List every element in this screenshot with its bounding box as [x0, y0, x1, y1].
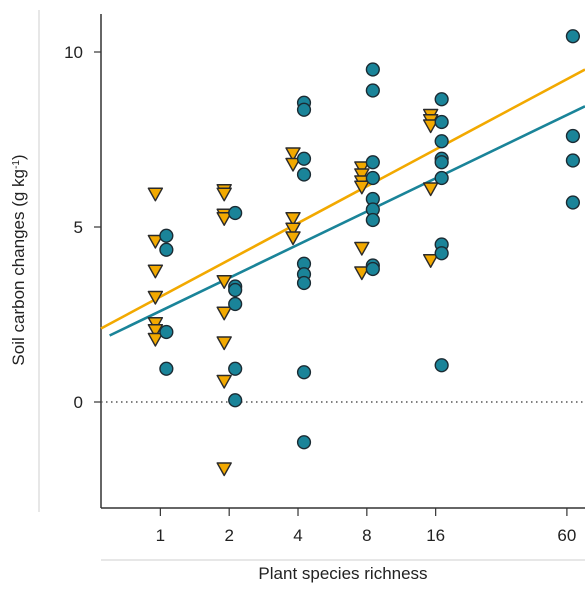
data-point-circle	[365, 83, 380, 98]
data-point-circle	[365, 170, 380, 186]
y-tick-label: 0	[74, 393, 83, 412]
y-tick-label: 10	[64, 43, 83, 62]
data-point-triangle	[216, 306, 232, 321]
data-point-circle	[228, 296, 243, 312]
data-point-triangle	[216, 212, 232, 226]
data-point-triangle	[147, 317, 164, 331]
data-point-triangle	[147, 290, 164, 305]
data-point-triangle	[216, 336, 232, 351]
data-point-circle	[565, 29, 580, 44]
x-tick-label: 60	[557, 526, 576, 545]
trend-line-yellow	[100, 68, 585, 330]
data-point-triangle	[422, 119, 439, 134]
x-tick-label: 1	[156, 526, 165, 545]
data-point-circle	[296, 151, 312, 166]
y-axis-title: Soil carbon changes (g kg-1)	[9, 154, 28, 365]
data-point-triangle	[216, 374, 232, 389]
data-point-circle	[565, 195, 580, 210]
data-point-triangle	[354, 266, 370, 281]
data-point-circle	[296, 365, 312, 380]
data-point-circle	[365, 261, 380, 277]
data-point-triangle	[285, 212, 301, 226]
data-point-circle	[228, 393, 243, 408]
data-point-circle	[434, 170, 449, 186]
data-point-circle	[434, 92, 449, 107]
data-point-triangle	[285, 147, 301, 162]
data-point-circle	[228, 282, 243, 298]
data-point-circle	[434, 155, 449, 170]
data-point-circle	[296, 435, 312, 450]
data-point-triangle	[216, 275, 232, 289]
x-tick-label: 2	[224, 526, 233, 545]
data-point-triangle	[422, 254, 439, 268]
data-point-circle	[296, 102, 312, 117]
y-axis-title-main: Soil carbon changes (g kg	[9, 169, 28, 366]
data-point-triangle	[216, 187, 232, 202]
data-point-circle	[365, 155, 380, 170]
data-point-circle	[565, 153, 580, 168]
data-point-triangle	[285, 231, 301, 246]
data-point-triangle	[285, 222, 301, 237]
x-tick-label: 16	[426, 526, 445, 545]
data-point-triangle	[354, 161, 370, 176]
data-point-circle	[159, 228, 174, 243]
data-point-circle	[434, 358, 449, 373]
data-point-circle	[159, 361, 174, 376]
data-point-circle	[365, 62, 380, 77]
y-axis-title-superscript: -1	[11, 160, 22, 169]
data-point-circle	[159, 242, 174, 257]
data-point-triangle	[147, 332, 164, 347]
data-point-circle	[296, 167, 312, 182]
x-tick-label: 8	[362, 526, 371, 545]
data-point-circle	[159, 324, 174, 340]
data-point-triangle	[285, 157, 301, 172]
data-point-circle	[228, 205, 243, 221]
data-point-circle	[228, 361, 243, 376]
data-point-circle	[434, 246, 449, 261]
x-tick-label: 4	[293, 526, 302, 545]
data-point-triangle	[147, 324, 164, 338]
x-axis-title: Plant species richness	[258, 564, 427, 583]
data-point-circle	[365, 212, 380, 228]
data-point-triangle	[216, 462, 232, 477]
y-tick-label: 5	[74, 218, 83, 237]
trend-line-teal	[109, 105, 585, 337]
data-point-triangle	[147, 234, 164, 249]
data-point-circle	[434, 114, 449, 130]
data-point-triangle	[422, 182, 439, 197]
data-point-triangle	[354, 180, 370, 195]
data-point-circle	[434, 134, 449, 149]
data-point-triangle	[354, 241, 370, 256]
data-point-circle	[296, 275, 312, 291]
data-point-circle	[565, 128, 580, 144]
data-point-triangle	[354, 168, 370, 183]
y-axis-title-suffix: )	[9, 154, 28, 160]
data-point-triangle	[147, 187, 164, 202]
data-point-triangle	[147, 264, 164, 279]
